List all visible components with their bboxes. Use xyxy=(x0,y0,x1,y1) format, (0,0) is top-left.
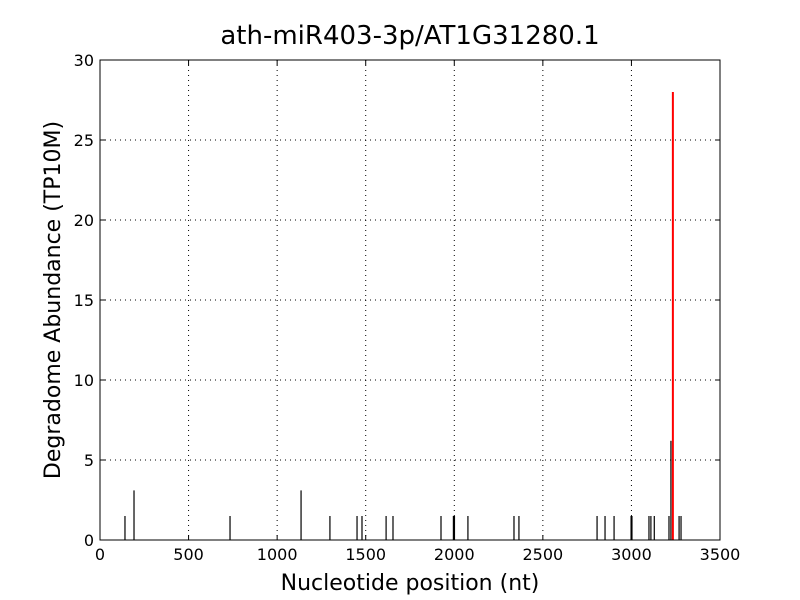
x-tick-label: 2000 xyxy=(434,545,475,564)
plot-frame xyxy=(99,59,721,541)
x-tick-label: 1000 xyxy=(257,545,298,564)
y-tick-label: 15 xyxy=(74,291,94,310)
x-axis-label: Nucleotide position (nt) xyxy=(281,571,540,596)
x-tick-label: 1500 xyxy=(345,545,386,564)
x-tick-label: 2500 xyxy=(522,545,563,564)
y-tick-label: 5 xyxy=(84,451,94,470)
x-tick-label: 500 xyxy=(173,545,204,564)
x-tick-label: 3000 xyxy=(611,545,652,564)
y-tick-label: 10 xyxy=(74,371,94,390)
chart-title: ath-miR403-3p/AT1G31280.1 xyxy=(220,21,599,51)
y-tick-label: 0 xyxy=(84,531,94,550)
x-tick-label: 0 xyxy=(95,545,105,564)
x-tick-label: 3500 xyxy=(700,545,741,564)
y-axis-label: Degradome Abundance (TP10M) xyxy=(41,121,66,479)
y-tick-label: 30 xyxy=(74,51,94,70)
y-tick-label: 20 xyxy=(74,211,94,230)
y-tick-label: 25 xyxy=(74,131,94,150)
